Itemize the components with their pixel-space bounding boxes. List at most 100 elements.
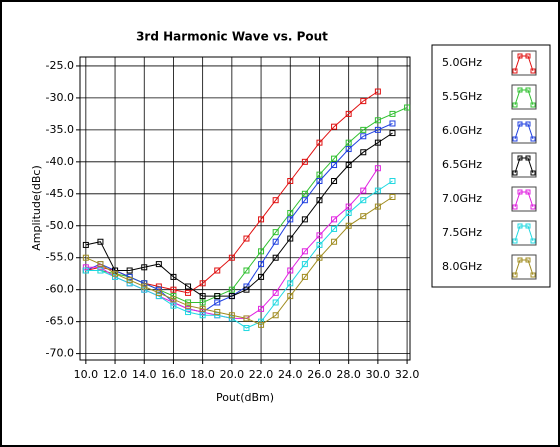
point-marker: [82, 267, 89, 274]
series-line: [85, 123, 393, 313]
point-marker: [272, 312, 279, 319]
point-marker: [331, 155, 338, 162]
point-marker: [155, 283, 162, 290]
series-line: [85, 132, 393, 297]
legend-swatch-marker: [525, 189, 531, 195]
point-marker: [287, 293, 294, 300]
legend-swatch-marker: [512, 102, 518, 108]
point-marker: [345, 162, 352, 169]
point-marker: [228, 312, 235, 319]
point-marker: [185, 309, 192, 316]
legend-swatch-marker: [512, 238, 518, 244]
point-marker: [214, 312, 221, 319]
legend-icon-box: [511, 254, 537, 280]
y-axis-label: Amplitude(dBc): [30, 165, 43, 251]
legend-label: 8.0GHz: [442, 260, 482, 273]
point-marker: [360, 197, 367, 204]
point-marker: [272, 229, 279, 236]
point-marker: [345, 139, 352, 146]
legend-swatch: [514, 225, 534, 242]
point-marker: [389, 130, 396, 137]
y-tick-label: -60.0: [46, 283, 74, 296]
legend-label: 6.0GHz: [442, 124, 482, 137]
point-marker: [287, 235, 294, 242]
point-marker: [258, 261, 265, 268]
point-marker: [389, 193, 396, 200]
point-marker: [126, 273, 133, 280]
x-tick-label: 26.0: [307, 368, 332, 381]
legend-swatch-marker: [517, 121, 523, 127]
point-marker: [141, 283, 148, 290]
point-marker: [97, 238, 104, 245]
point-marker: [214, 267, 221, 274]
legend-icon-box: [511, 186, 537, 212]
point-marker: [243, 235, 250, 242]
series-line: [85, 180, 393, 329]
point-marker: [185, 283, 192, 290]
point-marker: [199, 293, 206, 300]
point-marker: [287, 280, 294, 287]
point-marker: [258, 216, 265, 223]
legend-swatch-marker: [517, 223, 523, 229]
point-marker: [243, 325, 250, 332]
point-marker: [316, 254, 323, 261]
x-tick-label: 12.0: [103, 368, 128, 381]
legend-swatch-marker: [525, 121, 531, 127]
point-marker: [97, 264, 104, 271]
y-tick-label: -25.0: [46, 59, 74, 72]
point-marker: [170, 286, 177, 293]
legend-swatch-marker: [530, 170, 536, 176]
point-marker: [331, 178, 338, 185]
point-marker: [316, 197, 323, 204]
x-tick-label: 14.0: [132, 368, 157, 381]
point-marker: [301, 261, 308, 268]
series-line: [85, 196, 393, 326]
legend-label: 5.5GHz: [442, 90, 482, 103]
point-marker: [301, 248, 308, 255]
point-marker: [97, 267, 104, 274]
point-marker: [374, 88, 381, 95]
point-marker: [258, 321, 265, 328]
point-marker: [141, 280, 148, 287]
point-marker: [112, 270, 119, 277]
point-marker: [331, 216, 338, 223]
legend-icon-box: [511, 220, 537, 246]
point-marker: [316, 171, 323, 178]
point-marker: [287, 178, 294, 185]
point-marker: [301, 190, 308, 197]
legend-swatch: [514, 123, 534, 140]
chart-title: 3rd Harmonic Wave vs. Pout: [136, 30, 328, 44]
point-marker: [243, 286, 250, 293]
point-marker: [374, 139, 381, 146]
point-marker: [374, 126, 381, 133]
point-marker: [301, 216, 308, 223]
point-marker: [345, 203, 352, 210]
y-tick-label: -70.0: [46, 347, 74, 360]
x-tick-label: 32.0: [395, 368, 420, 381]
point-marker: [258, 273, 265, 280]
point-marker: [272, 238, 279, 245]
point-marker: [272, 197, 279, 204]
legend-swatch-marker: [525, 223, 531, 229]
legend-label: 5.0GHz: [442, 56, 482, 69]
y-tick-label: -55.0: [46, 251, 74, 264]
point-marker: [331, 123, 338, 130]
legend-swatch-marker: [530, 272, 536, 278]
legend-swatch-marker: [525, 155, 531, 161]
x-tick-label: 10.0: [74, 368, 99, 381]
point-marker: [228, 286, 235, 293]
legend-icon-box: [511, 118, 537, 144]
legend-swatch: [514, 259, 534, 276]
y-tick-label: -65.0: [46, 315, 74, 328]
x-tick-label: 22.0: [249, 368, 274, 381]
point-marker: [82, 241, 89, 248]
point-marker: [345, 146, 352, 153]
point-marker: [389, 110, 396, 117]
y-tick-label: -45.0: [46, 187, 74, 200]
point-marker: [404, 104, 411, 111]
point-marker: [170, 273, 177, 280]
point-marker: [228, 315, 235, 322]
point-marker: [97, 261, 104, 268]
point-marker: [228, 293, 235, 300]
point-marker: [272, 289, 279, 296]
